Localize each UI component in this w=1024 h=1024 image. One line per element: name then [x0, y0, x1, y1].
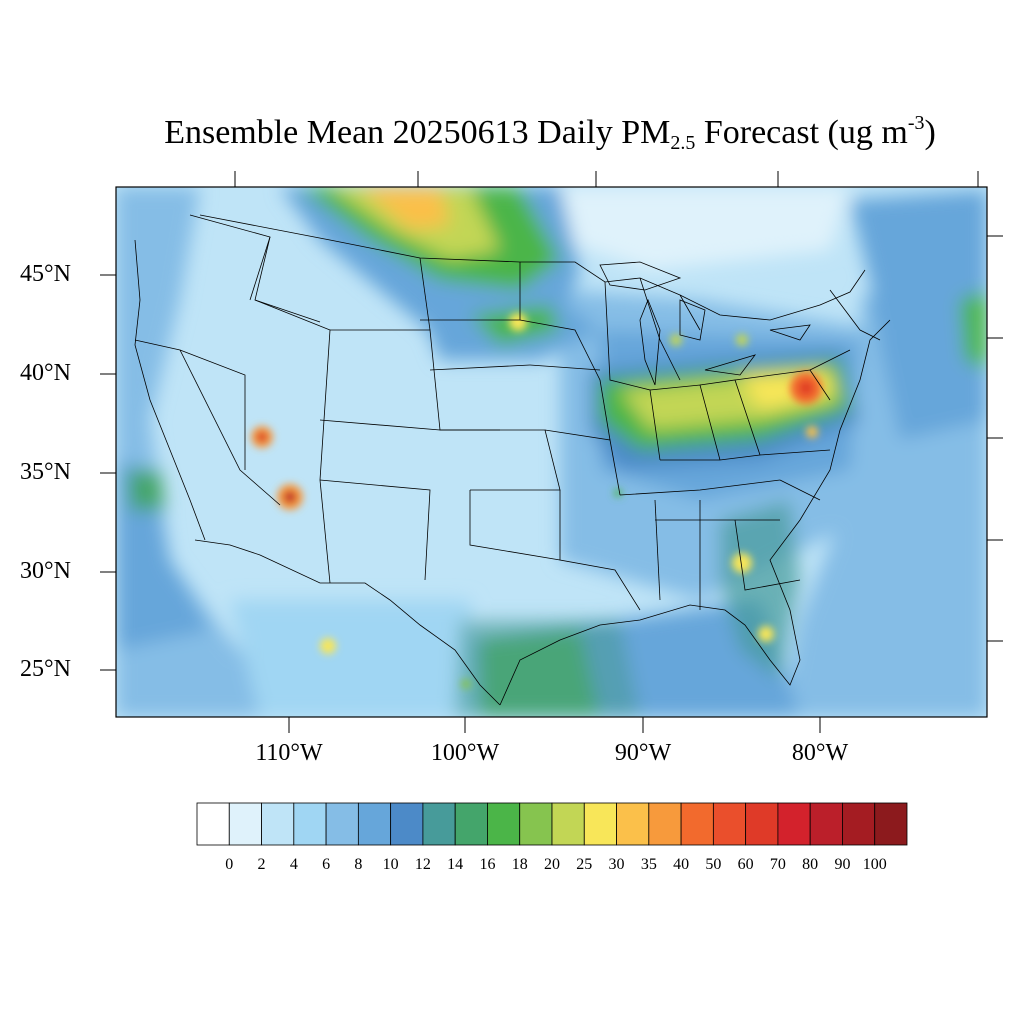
- colorbar-box: [712, 802, 747, 846]
- colorbar-box: [777, 802, 811, 846]
- lon-label-80w: 80°W: [791, 740, 849, 766]
- colorbar-label: 20: [544, 856, 560, 873]
- northeast-dark: [850, 190, 987, 320]
- us-mexico-border: [194, 539, 501, 706]
- hotspot-georgia: [732, 553, 752, 573]
- colorbar-box: [874, 802, 908, 846]
- colorbar-box: [357, 802, 392, 846]
- colorbar-label: 6: [322, 856, 331, 873]
- lon-label-110w: 110°W: [255, 740, 323, 766]
- colorbar-label: 0: [225, 856, 234, 873]
- axis-ticks: [100, 171, 1003, 733]
- colorbar-label: 70: [769, 856, 786, 873]
- colorbar-label: 2: [257, 856, 266, 873]
- colorbar-label: 4: [289, 856, 298, 873]
- colorbar-label: 60: [737, 856, 754, 873]
- lat-label-30: 30°N: [20, 558, 71, 584]
- east-edge-green: [960, 290, 987, 370]
- lat-label-45: 45°N: [20, 261, 71, 287]
- southeast-teal: [720, 500, 800, 680]
- colorbar-label: 10: [382, 856, 399, 873]
- colorbar-box: [680, 802, 714, 846]
- colorbar-box: [487, 802, 521, 846]
- colorbar-box: [261, 802, 295, 846]
- colorbar-label: 16: [479, 856, 496, 873]
- colorbar-label: 40: [673, 856, 690, 873]
- colorbar-label: 14: [447, 856, 464, 873]
- colorbar-label: 90: [834, 856, 851, 873]
- lat-label-40: 40°N: [20, 360, 71, 386]
- colorbar-box: [648, 802, 682, 846]
- mexico-blue: [230, 600, 480, 717]
- colorbar-box: [583, 802, 617, 846]
- colorbar-box: [809, 802, 843, 846]
- great-lakes: [599, 261, 811, 386]
- lat-label-25: 25°N: [20, 656, 71, 682]
- colorbar-label: 18: [511, 856, 528, 873]
- canada-light: [560, 187, 850, 270]
- west-coast: [134, 239, 206, 541]
- colorbar-label: 50: [705, 856, 722, 873]
- colorbar-box: [422, 802, 456, 846]
- boundaries: [134, 214, 891, 706]
- plume-orange: [360, 187, 450, 230]
- colorbar-box: [196, 802, 230, 846]
- hotspot-mexico: [320, 638, 336, 654]
- colorbar-box: [842, 802, 876, 846]
- colorbar-label: 80: [802, 856, 819, 873]
- gulf-coast: [499, 319, 891, 706]
- map-frame: [115, 186, 988, 718]
- gulf-teal: [455, 620, 640, 717]
- colorbar-box: [325, 802, 359, 846]
- baja-patch: [128, 470, 165, 510]
- colorbar-label: 8: [354, 856, 363, 873]
- colorbar-label: 25: [576, 856, 593, 873]
- colorbar-label: 12: [414, 856, 431, 873]
- hotspots: [251, 313, 822, 689]
- hotspot-nebraska: [509, 313, 527, 331]
- colorbar-box: [551, 802, 585, 846]
- colorbar-box: [228, 802, 262, 846]
- colorbar-box: [390, 802, 424, 846]
- lat-label-35: 35°N: [20, 459, 71, 485]
- colorbar-box: [454, 802, 488, 846]
- lon-label-100w: 100°W: [430, 740, 500, 766]
- colorbar-box: [293, 802, 327, 846]
- map-title: Ensemble Mean 20250613 Daily PM2.5 Forec…: [164, 112, 936, 154]
- colorbar-label: 30: [608, 856, 625, 873]
- colorbar-box: [745, 802, 779, 846]
- colorbar-label: 35: [640, 856, 657, 873]
- colorbar-box: [519, 802, 553, 846]
- colorbar-label: 100: [862, 856, 887, 873]
- hotspot-florida: [758, 626, 774, 642]
- lon-label-90w: 90°W: [614, 740, 672, 766]
- colorbar-box: [616, 802, 650, 846]
- concentration-field: [116, 187, 987, 717]
- hotspot-michigan: [670, 334, 682, 346]
- colorbar: [196, 802, 908, 846]
